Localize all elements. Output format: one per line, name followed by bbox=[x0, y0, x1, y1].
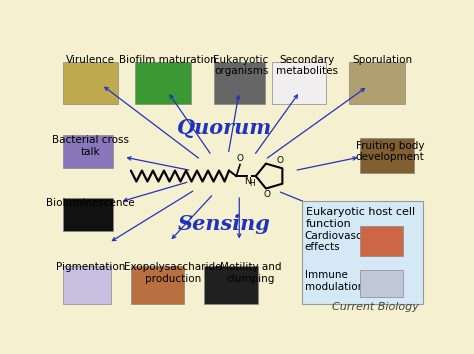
Text: Motility and
clumping: Motility and clumping bbox=[219, 262, 281, 284]
Text: Virulence: Virulence bbox=[66, 55, 115, 65]
Bar bbox=[131, 266, 184, 304]
Text: O: O bbox=[263, 190, 270, 199]
Text: Eukaryotic
organisms: Eukaryotic organisms bbox=[213, 55, 269, 76]
Bar bbox=[213, 62, 265, 104]
Text: Biofilm maturation: Biofilm maturation bbox=[119, 55, 217, 65]
Bar bbox=[349, 62, 405, 104]
Bar bbox=[135, 62, 191, 104]
Bar bbox=[272, 62, 326, 104]
Bar bbox=[204, 266, 258, 304]
Text: Sporulation: Sporulation bbox=[353, 55, 412, 65]
Bar bbox=[360, 227, 403, 256]
Text: O: O bbox=[276, 156, 283, 165]
Bar bbox=[63, 266, 110, 304]
Bar bbox=[301, 201, 423, 304]
Text: Eukaryotic host cell
function: Eukaryotic host cell function bbox=[306, 207, 415, 229]
Bar bbox=[63, 198, 112, 230]
Text: N: N bbox=[245, 177, 251, 187]
Text: Sensing: Sensing bbox=[178, 214, 271, 234]
Text: O: O bbox=[237, 154, 244, 163]
Text: Pigmentation: Pigmentation bbox=[56, 262, 125, 272]
Bar bbox=[63, 62, 118, 104]
Text: H: H bbox=[249, 179, 255, 188]
Text: Bioluminescence: Bioluminescence bbox=[46, 198, 135, 208]
Text: Immune
modulation: Immune modulation bbox=[305, 270, 364, 292]
Text: Fruiting body
development: Fruiting body development bbox=[356, 141, 424, 162]
Text: Quorum: Quorum bbox=[177, 118, 272, 138]
Text: Cardiovascular
effects: Cardiovascular effects bbox=[305, 231, 383, 252]
Bar bbox=[63, 135, 112, 168]
Bar bbox=[360, 138, 414, 173]
Text: Exopolysaccharide
production: Exopolysaccharide production bbox=[124, 262, 222, 284]
Text: Bacterial cross
talk: Bacterial cross talk bbox=[52, 135, 129, 157]
Text: Secondary
metabolites: Secondary metabolites bbox=[276, 55, 338, 76]
Text: Current Biology: Current Biology bbox=[332, 302, 419, 312]
Bar bbox=[360, 270, 403, 297]
